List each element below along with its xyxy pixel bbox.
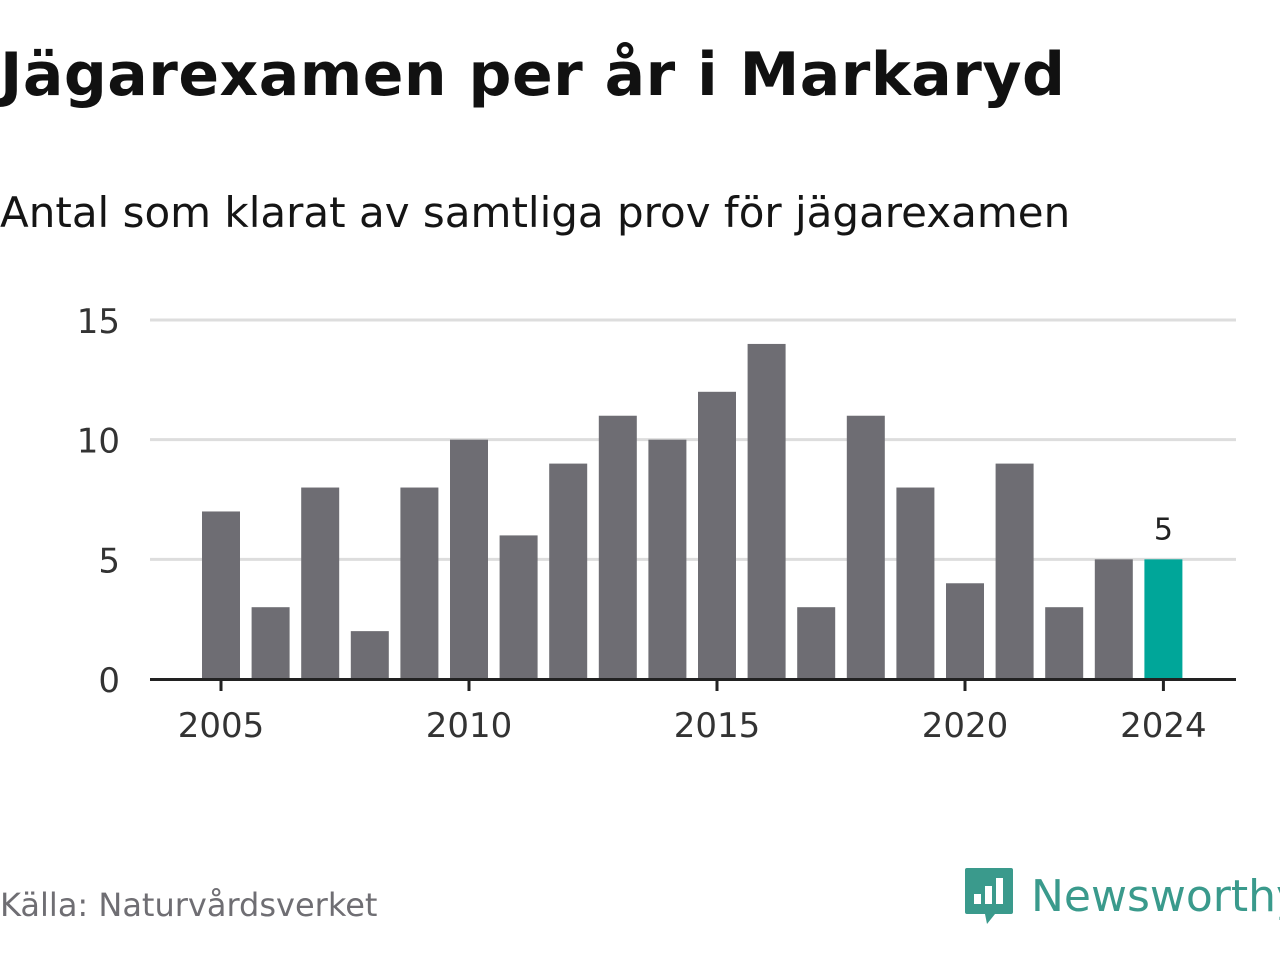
x-tick-label: 2024 bbox=[1120, 706, 1207, 746]
data-label: 5 bbox=[1154, 512, 1173, 547]
chart-title: Jägarexamen per år i Markaryd bbox=[0, 40, 1066, 110]
bar bbox=[995, 463, 1034, 679]
brand-logo-group: Newsworthy bbox=[963, 864, 1280, 928]
bar bbox=[450, 439, 488, 679]
newsworthy-logo-icon bbox=[965, 868, 1013, 924]
bar bbox=[400, 487, 439, 679]
bar bbox=[301, 487, 340, 679]
bar bbox=[896, 487, 935, 679]
x-tick-label: 2005 bbox=[178, 706, 265, 746]
bar bbox=[202, 511, 240, 679]
y-tick-label: 10 bbox=[77, 422, 120, 462]
x-tick-label: 2020 bbox=[922, 706, 1009, 746]
bar bbox=[698, 391, 736, 679]
bar bbox=[598, 415, 637, 679]
bar bbox=[549, 463, 588, 679]
bar bbox=[499, 535, 538, 679]
x-tick-label: 2015 bbox=[674, 706, 761, 746]
y-tick-label: 5 bbox=[98, 541, 120, 581]
brand-name: Newsworthy bbox=[1031, 870, 1280, 922]
y-tick-label: 0 bbox=[98, 661, 120, 701]
bar bbox=[797, 607, 836, 679]
bar bbox=[747, 343, 786, 679]
bar bbox=[946, 583, 984, 679]
bar-chart: 0 5 10 15 5 2005 2010 2015 2020 2024 bbox=[77, 302, 1236, 746]
chart-area: 0 5 10 15 5 2005 2010 2015 2020 2024 bbox=[0, 280, 1280, 800]
x-tick-label: 2010 bbox=[426, 706, 513, 746]
chart-subtitle: Antal som klarat av samtliga prov för jä… bbox=[0, 188, 1071, 237]
bar bbox=[350, 631, 389, 679]
bar-highlight bbox=[1144, 559, 1183, 679]
bar bbox=[1094, 559, 1133, 679]
bar bbox=[846, 415, 885, 679]
bar bbox=[251, 607, 290, 679]
source-label: Källa: Naturvårdsverket bbox=[0, 886, 378, 924]
y-tick-label: 15 bbox=[77, 302, 120, 342]
bar bbox=[1045, 607, 1084, 679]
bar bbox=[648, 439, 687, 679]
